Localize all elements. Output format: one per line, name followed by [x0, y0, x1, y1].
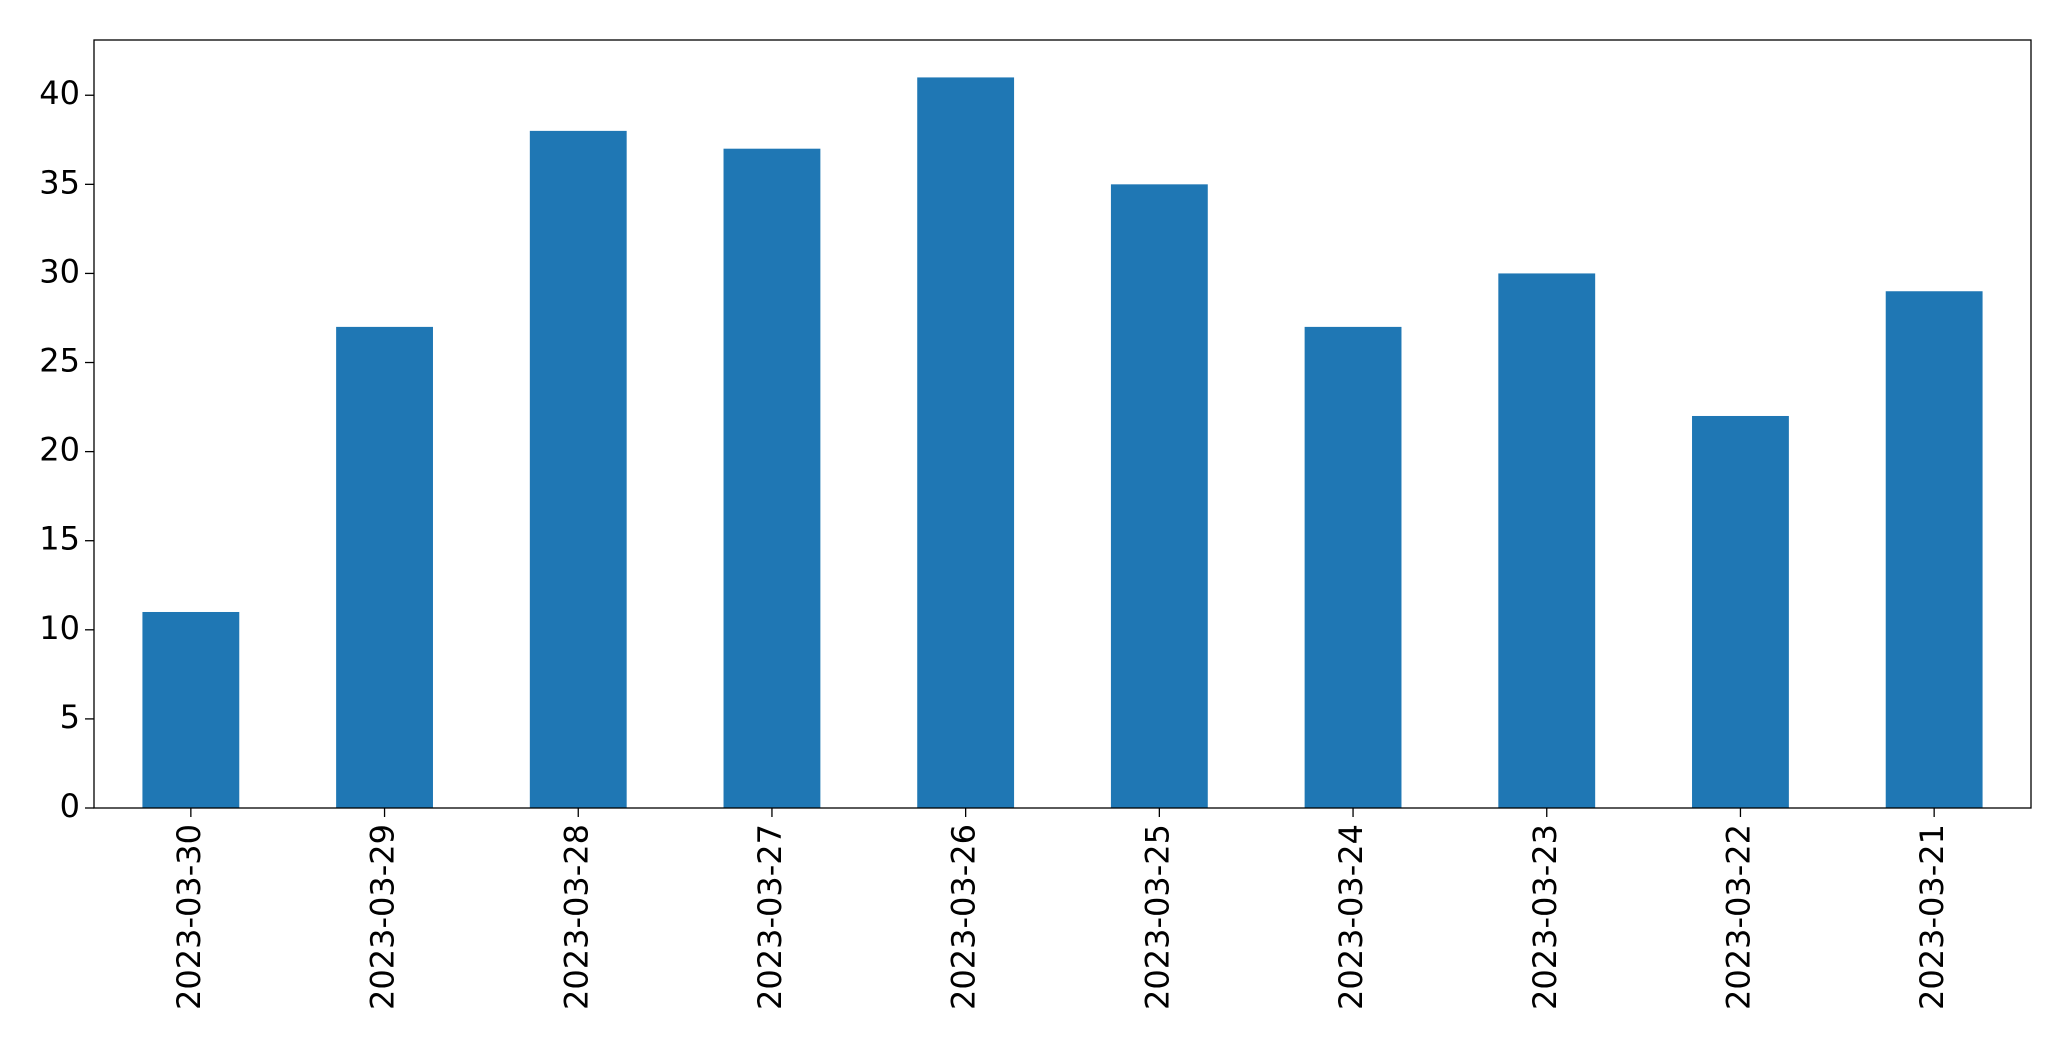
y-tick-label: 15	[39, 520, 80, 558]
x-tick-label: 2023-03-21	[1913, 824, 1951, 1010]
y-tick-label: 10	[39, 609, 80, 647]
bar	[917, 77, 1015, 809]
bar	[142, 611, 240, 808]
bar	[336, 326, 433, 808]
x-tick-label: 2023-03-22	[1719, 824, 1757, 1010]
x-tick-label: 2023-03-29	[364, 824, 402, 1010]
plot-frame	[93, 39, 2032, 809]
bar	[1304, 326, 1402, 808]
bar	[723, 148, 821, 809]
y-tick-label: 0	[60, 787, 80, 825]
y-tick-label: 40	[39, 74, 80, 112]
y-tick-label: 5	[60, 698, 80, 736]
y-tick-label: 25	[39, 342, 80, 380]
x-tick-label: 2023-03-27	[751, 824, 789, 1010]
bar	[529, 130, 627, 809]
y-tick-label: 35	[39, 163, 80, 201]
y-tick-label: 20	[39, 431, 80, 469]
x-tick-label: 2023-03-25	[1138, 824, 1176, 1010]
bar	[1110, 184, 1208, 808]
x-tick-label: 2023-03-28	[557, 824, 595, 1010]
bar	[1498, 273, 1596, 809]
x-tick-label: 2023-03-30	[170, 824, 208, 1010]
bar	[1885, 291, 1983, 808]
x-tick-label: 2023-03-26	[945, 824, 983, 1010]
x-tick-label: 2023-03-23	[1526, 824, 1564, 1010]
x-tick-label: 2023-03-24	[1332, 824, 1370, 1010]
y-tick-label: 30	[39, 252, 80, 290]
bar	[1692, 415, 1789, 808]
